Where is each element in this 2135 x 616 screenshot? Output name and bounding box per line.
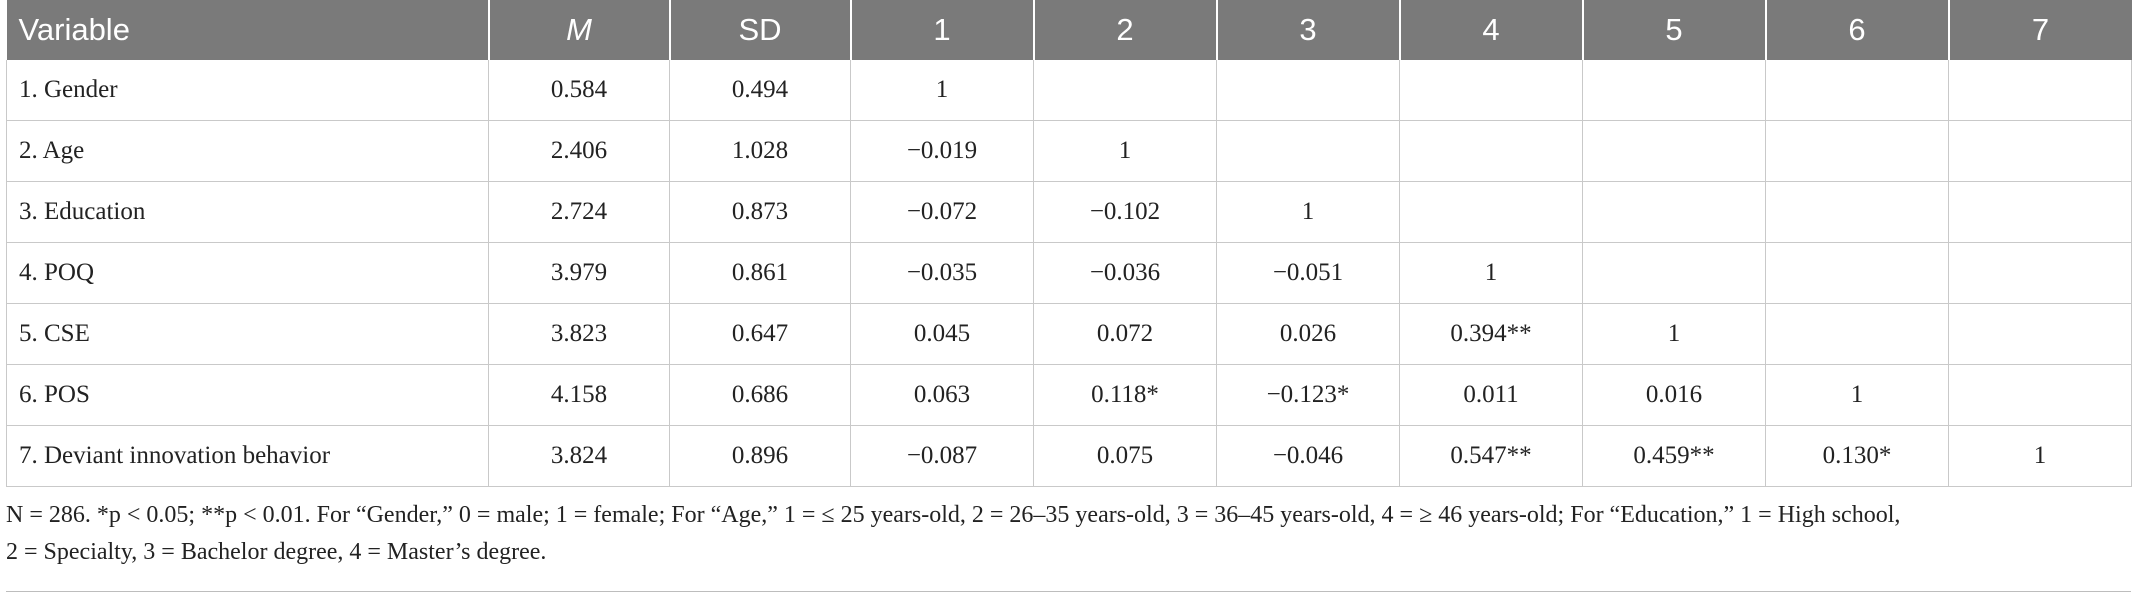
- table-footnote: N = 286. *p < 0.05; **p < 0.01. For “Gen…: [6, 497, 2131, 571]
- table-row: 7. Deviant innovation behavior 3.824 0.8…: [6, 425, 2132, 487]
- cell-r6: [1765, 120, 1949, 182]
- table-row: 5. CSE 3.823 0.647 0.045 0.072 0.026 0.3…: [6, 303, 2132, 365]
- cell-r2: −0.036: [1033, 242, 1217, 304]
- correlation-table-container: Variable M SD 1 2 3 4 5 6 7 1. Gender 0.…: [6, 0, 2132, 592]
- cell-r7: [1948, 120, 2132, 182]
- cell-sd: 0.873: [669, 181, 851, 243]
- cell-mean: 3.823: [488, 303, 670, 365]
- cell-sd: 0.896: [669, 425, 851, 487]
- cell-r5: 0.459**: [1582, 425, 1766, 487]
- cell-mean: 3.824: [488, 425, 670, 487]
- footnote-line-2: 2 = Specialty, 3 = Bachelor degree, 4 = …: [6, 539, 547, 565]
- cell-r4: [1399, 60, 1583, 121]
- cell-r2: −0.102: [1033, 181, 1217, 243]
- cell-r6: [1765, 181, 1949, 243]
- cell-r2: [1033, 60, 1217, 121]
- cell-r5: [1582, 60, 1766, 121]
- table-row: 4. POQ 3.979 0.861 −0.035 −0.036 −0.051 …: [6, 242, 2132, 304]
- header-sd: SD: [669, 0, 852, 60]
- table-row: 3. Education 2.724 0.873 −0.072 −0.102 1: [6, 181, 2132, 243]
- table-row: 2. Age 2.406 1.028 −0.019 1: [6, 120, 2132, 182]
- cell-r4: 0.011: [1399, 364, 1583, 426]
- table-row: 1. Gender 0.584 0.494 1: [6, 60, 2132, 121]
- cell-r3: 1: [1216, 181, 1400, 243]
- cell-r7: [1948, 303, 2132, 365]
- cell-r3: [1216, 120, 1400, 182]
- bottom-divider: [6, 591, 2131, 592]
- cell-r3: −0.046: [1216, 425, 1400, 487]
- cell-mean: 2.406: [488, 120, 670, 182]
- cell-r5: [1582, 181, 1766, 243]
- cell-r7: [1948, 242, 2132, 304]
- cell-sd: 1.028: [669, 120, 851, 182]
- cell-r2: 0.075: [1033, 425, 1217, 487]
- cell-r4: [1399, 181, 1583, 243]
- cell-variable: 2. Age: [6, 120, 489, 182]
- cell-variable: 6. POS: [6, 364, 489, 426]
- cell-r4: 0.547**: [1399, 425, 1583, 487]
- cell-r7: [1948, 364, 2132, 426]
- cell-r4: 1: [1399, 242, 1583, 304]
- cell-r6: [1765, 242, 1949, 304]
- cell-r3: −0.123*: [1216, 364, 1400, 426]
- cell-r1: −0.087: [850, 425, 1034, 487]
- cell-r4: [1399, 120, 1583, 182]
- header-col-6: 6: [1765, 0, 1950, 60]
- footnote-line-1: N = 286. *p < 0.05; **p < 0.01. For “Gen…: [6, 502, 1901, 528]
- header-col-4: 4: [1399, 0, 1584, 60]
- cell-r6: [1765, 60, 1949, 121]
- cell-r2: 0.118*: [1033, 364, 1217, 426]
- cell-r1: 1: [850, 60, 1034, 121]
- cell-sd: 0.861: [669, 242, 851, 304]
- cell-variable: 4. POQ: [6, 242, 489, 304]
- cell-sd: 0.647: [669, 303, 851, 365]
- header-col-5: 5: [1582, 0, 1767, 60]
- cell-mean: 2.724: [488, 181, 670, 243]
- cell-r7: [1948, 60, 2132, 121]
- cell-mean: 0.584: [488, 60, 670, 121]
- cell-r3: 0.026: [1216, 303, 1400, 365]
- header-mean: M: [488, 0, 671, 60]
- table-row: 6. POS 4.158 0.686 0.063 0.118* −0.123* …: [6, 364, 2132, 426]
- header-row: Variable M SD 1 2 3 4 5 6 7: [6, 0, 2132, 60]
- cell-r3: [1216, 60, 1400, 121]
- cell-r5: [1582, 242, 1766, 304]
- correlation-table: Variable M SD 1 2 3 4 5 6 7 1. Gender 0.…: [6, 0, 2132, 487]
- header-col-2: 2: [1033, 0, 1218, 60]
- cell-r5: [1582, 120, 1766, 182]
- cell-r1: 0.063: [850, 364, 1034, 426]
- cell-variable: 3. Education: [6, 181, 489, 243]
- header-col-7: 7: [1948, 0, 2132, 60]
- cell-mean: 4.158: [488, 364, 670, 426]
- cell-r7: 1: [1948, 425, 2132, 487]
- cell-r6: 1: [1765, 364, 1949, 426]
- cell-r1: 0.045: [850, 303, 1034, 365]
- cell-r5: 1: [1582, 303, 1766, 365]
- cell-mean: 3.979: [488, 242, 670, 304]
- header-col-3: 3: [1216, 0, 1401, 60]
- cell-r2: 1: [1033, 120, 1217, 182]
- cell-r1: −0.072: [850, 181, 1034, 243]
- cell-r6: [1765, 303, 1949, 365]
- cell-r1: −0.019: [850, 120, 1034, 182]
- cell-variable: 1. Gender: [6, 60, 489, 121]
- header-variable: Variable: [6, 0, 490, 60]
- header-col-1: 1: [850, 0, 1035, 60]
- cell-r6: 0.130*: [1765, 425, 1949, 487]
- cell-r2: 0.072: [1033, 303, 1217, 365]
- cell-sd: 0.686: [669, 364, 851, 426]
- cell-sd: 0.494: [669, 60, 851, 121]
- cell-variable: 5. CSE: [6, 303, 489, 365]
- cell-r3: −0.051: [1216, 242, 1400, 304]
- cell-r4: 0.394**: [1399, 303, 1583, 365]
- cell-r1: −0.035: [850, 242, 1034, 304]
- cell-r5: 0.016: [1582, 364, 1766, 426]
- cell-variable: 7. Deviant innovation behavior: [6, 425, 489, 487]
- cell-r7: [1948, 181, 2132, 243]
